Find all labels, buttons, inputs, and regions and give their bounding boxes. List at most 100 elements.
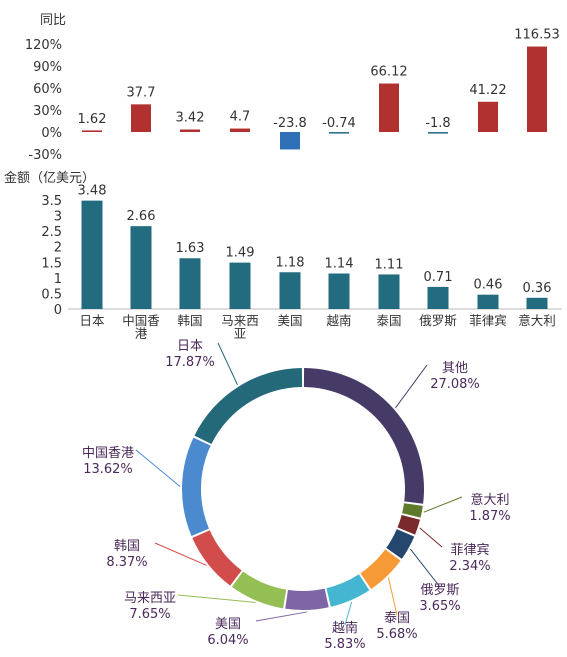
amount-value-label: 1.49 [226,246,255,261]
donut-leader-line [177,594,256,603]
donut-leader-line [255,611,308,622]
donut-slice-name: 越南 [332,620,358,636]
yoy-y-tick: 120% [25,38,62,53]
donut-slice [182,437,211,536]
donut-leader-line [387,577,398,616]
amount-y-tick: 3 [54,210,62,225]
yoy-axis-title: 同比 [40,13,66,28]
yoy-bar [428,132,448,134]
donut-slice-percent: 13.62% [83,462,133,477]
yoy-bar [478,101,498,132]
amount-bar [81,200,103,309]
amount-bar [526,297,548,309]
donut-slice-percent: 27.08% [430,377,480,392]
yoy-value-label: 41.22 [469,83,506,98]
amount-y-tick: 0 [54,303,62,318]
donut-slice [386,529,415,559]
yoy-y-tick: 0% [41,126,62,141]
amount-category-label: 菲律宾 [469,313,507,328]
donut-slice-percent: 5.83% [324,637,365,652]
amount-bar [130,226,152,309]
yoy-bar-chart: 同比 120% 90% 60% 30% 0% -30% 1.62 37.7 3.42 4.7 -23.… [25,13,560,163]
amount-category-label: 亚 [234,326,247,341]
amount-category-label: 韩国 [177,313,202,328]
yoy-bar [280,132,300,150]
amount-value-label: 1.11 [375,257,404,272]
donut-leader-line [344,601,353,626]
donut-leader-line [154,542,207,566]
donut-slice [194,368,303,444]
amount-value-label: 0.71 [424,270,453,285]
donut-slice-name: 菲律宾 [450,542,489,558]
yoy-bar [131,104,151,132]
yoy-bar [527,46,547,133]
amount-category-label: 泰国 [376,313,401,328]
donut-slice-percent: 6.04% [207,633,248,648]
amount-y-tick: 2.5 [41,225,62,240]
donut-slice [402,503,423,518]
yoy-value-label: 116.53 [514,28,560,43]
amount-value-label: 1.14 [325,256,354,271]
amount-category-label: 港 [135,326,148,341]
amount-category-label: 越南 [326,313,351,328]
donut-slice-percent: 5.68% [376,627,417,642]
yoy-value-label: -0.74 [322,116,356,131]
donut-slice-percent: 7.65% [129,607,170,622]
donut-slice [285,588,329,611]
yoy-bar [180,129,200,132]
yoy-bar [329,132,349,134]
amount-category-label: 意大利 [518,313,556,328]
yoy-bar [230,128,250,132]
donut-slice-percent: 2.34% [449,559,490,574]
amount-y-tick: 1.5 [41,256,62,271]
donut-slice-name: 泰国 [384,611,410,626]
yoy-value-label: 3.42 [176,110,205,125]
amount-bar-chart: 金额（亿美元） 3.532.521.510.50 3.48 日本 2.66 中国香港 1.6… [4,170,562,341]
donut-leader-line [217,342,238,386]
donut-slice-name: 俄罗斯 [420,583,459,598]
amount-bar [179,258,201,309]
donut-slice-percent: 1.87% [469,509,510,524]
donut-slice [326,574,370,607]
donut-slice-name: 其他 [442,361,468,376]
yoy-value-label: 4.7 [230,110,251,125]
donut-slice-percent: 3.65% [419,599,460,614]
amount-value-label: 0.46 [474,278,503,293]
donut-slice-percent: 17.87% [165,355,215,370]
amount-bar [477,294,499,309]
yoy-value-label: 37.7 [127,85,156,100]
donut-slice [231,571,287,609]
amount-y-tick: 3.5 [41,194,62,209]
donut-slice-name: 日本 [177,339,203,354]
yoy-value-label: -23.8 [273,116,307,131]
donut-slice-percent: 8.37% [106,555,147,570]
amount-category-label: 日本 [79,313,105,328]
donut-slice [360,549,401,589]
donut-slice-name: 韩国 [114,539,140,554]
amount-value-label: 1.18 [276,255,305,270]
amount-value-label: 2.66 [127,209,156,224]
yoy-value-label: 1.62 [78,112,107,127]
amount-category-label: 马来西 [221,313,259,328]
amount-y-tick: 1 [54,272,62,287]
amount-category-label: 中国香 [122,313,160,328]
amount-bar [378,274,400,309]
amount-y-tick: 0.5 [41,287,62,302]
donut-leader-line [409,548,441,588]
yoy-y-tick: -30% [28,148,62,163]
donut-slice-name: 美国 [215,617,241,632]
amount-bar [229,262,251,309]
amount-bar [427,286,449,309]
amount-bar [328,273,350,309]
yoy-value-label: 66.12 [370,65,407,80]
amount-bar [279,272,301,309]
amount-axis-title: 金额（亿美元） [4,170,95,186]
donut-slice [192,530,242,586]
donut-leader-line [135,449,181,487]
donut-slice [303,368,424,504]
yoy-bar [82,130,102,132]
donut-slice [397,514,421,535]
